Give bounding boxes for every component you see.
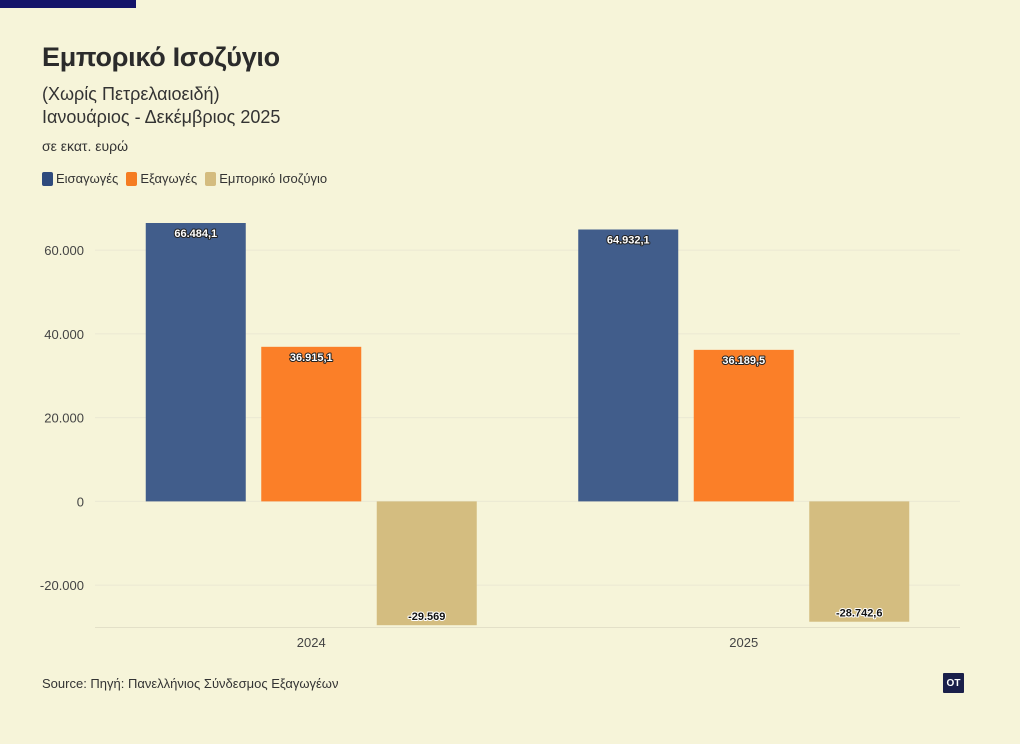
y-tick-label: 0 [77,494,84,509]
unit-label: σε εκατ. ευρώ [42,138,129,154]
legend-swatch-exports [126,171,138,186]
data-label: 36.915,1 [290,352,333,364]
legend-label-balance: Εμπορικό Ισοζύγιο [219,171,328,186]
y-tick-label: 20.000 [44,411,84,426]
y-tick-label: 40.000 [44,327,84,342]
source-note: Source: Πηγή: Πανελλήνιος Σύνδεσμος Εξαγ… [42,676,339,691]
bar [693,349,794,502]
legend-item-exports[interactable]: Εξαγωγές [126,171,197,186]
subtitle-line-1: (Χωρίς Πετρελαιοειδή) [42,84,220,104]
bar [578,229,679,502]
legend-item-balance[interactable]: Εμπορικό Ισοζύγιο [205,171,327,186]
data-label: 66.484,1 [174,228,217,240]
ot-logo: OT [943,673,964,693]
data-label: 64.932,1 [607,234,650,246]
legend-label-imports: Εισαγωγές [56,171,119,186]
legend-swatch-balance [205,171,217,186]
subtitle-line-2: Ιανουάριος - Δεκέμβριος 2025 [42,107,281,127]
chart-subtitle: (Χωρίς Πετρελαιοειδή) Ιανουάριος - Δεκέμ… [42,83,280,129]
legend-item-imports[interactable]: Εισαγωγές [42,171,118,186]
data-label: -29.569 [408,611,445,623]
bar [376,501,477,626]
bar [809,501,910,622]
chart-title: Εμπορικό Ισοζύγιο [42,42,280,72]
legend: Εισαγωγές Εξαγωγές Εμπορικό Ισοζύγιο [42,171,327,186]
top-accent-bar [0,0,136,8]
legend-label-exports: Εξαγωγές [140,171,198,186]
y-tick-label: -20.000 [40,578,84,593]
x-tick-label: 2025 [729,635,758,650]
bar [145,223,246,502]
data-label: -28.742,6 [836,608,882,620]
data-label: 36.189,5 [722,355,765,367]
bar [261,346,362,502]
x-tick-label: 2024 [297,635,326,650]
y-tick-label: 60.000 [44,243,84,258]
legend-swatch-imports [42,171,53,186]
